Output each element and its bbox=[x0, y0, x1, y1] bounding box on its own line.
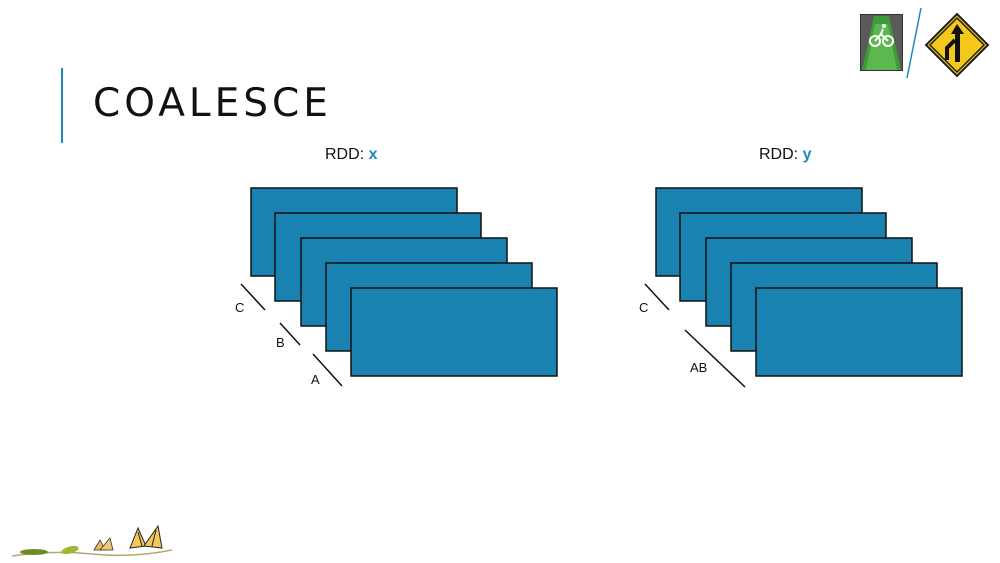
rdd-y-partitions bbox=[655, 187, 963, 377]
rdd-x-bracket-c bbox=[240, 283, 266, 311]
rdd-y-prefix: RDD: bbox=[759, 146, 799, 163]
rdd-x-label-b: B bbox=[276, 335, 285, 350]
rdd-x-prefix: RDD: bbox=[325, 146, 365, 163]
rdd-x-label-a: A bbox=[311, 372, 320, 387]
rdd-x-name: x bbox=[368, 146, 378, 163]
rdd-x-bracket-a bbox=[312, 353, 343, 387]
rdd-y-label: RDD: y bbox=[759, 146, 811, 164]
rdd-x-label-c: C bbox=[235, 300, 244, 315]
rdd-y-bracket-c bbox=[644, 283, 670, 311]
rdd-y-bracket-ab bbox=[684, 329, 746, 388]
butterfly-lifecycle-icon bbox=[12, 524, 172, 557]
rdd-x-partitions bbox=[250, 187, 558, 377]
divider-slash-icon bbox=[906, 7, 922, 79]
rdd-y-label-ab: AB bbox=[690, 360, 707, 375]
merge-sign-icon bbox=[924, 12, 990, 78]
rdd-y-label-c: C bbox=[639, 300, 648, 315]
slide-title: COALESCE bbox=[93, 81, 332, 126]
rdd-y-name: y bbox=[802, 146, 812, 163]
title-accent-bar bbox=[61, 68, 63, 143]
rdd-y-partition-5 bbox=[755, 287, 963, 377]
rdd-x-partition-5 bbox=[350, 287, 558, 377]
bike-lane-icon bbox=[860, 14, 903, 71]
rdd-x-label: RDD: x bbox=[325, 146, 377, 164]
rdd-x-bracket-b bbox=[279, 322, 301, 346]
